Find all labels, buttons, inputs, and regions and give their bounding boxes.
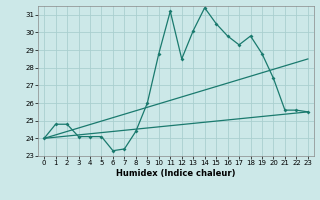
X-axis label: Humidex (Indice chaleur): Humidex (Indice chaleur) xyxy=(116,169,236,178)
